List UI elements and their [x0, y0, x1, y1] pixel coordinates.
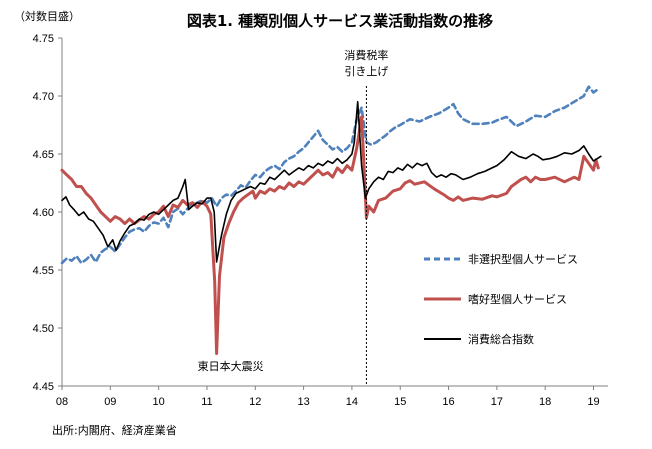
y-tick-label: 4.55 — [33, 265, 54, 277]
y-tick-label: 4.75 — [33, 33, 54, 45]
y-tick-label: 4.65 — [33, 149, 54, 161]
axes — [61, 38, 608, 387]
y-tick-label: 4.70 — [33, 91, 54, 103]
tax-hike-label-line2: 引き上げ — [344, 64, 388, 78]
y-tick-label: 4.45 — [33, 381, 54, 393]
line-preference-services — [60, 115, 600, 355]
line-nonselective-services — [60, 85, 600, 265]
line-consumption-index — [61, 101, 602, 263]
legend: 非選択型個人サービス 嗜好型個人サービス 消費総合指数 — [424, 252, 578, 346]
x-tick-label: 11 — [201, 396, 212, 408]
y-tick-label: 4.60 — [33, 207, 54, 219]
tax-hike-label-line1: 消費税率 — [344, 48, 388, 62]
x-tick-label: 17 — [491, 396, 503, 408]
series-lines — [60, 85, 602, 355]
x-tick-label: 12 — [249, 396, 261, 408]
x-tick-label: 15 — [394, 396, 406, 408]
x-tick-label: 10 — [153, 396, 165, 408]
chart-title: 図表1. 種類別個人サービス業活動指数の推移 — [187, 12, 493, 30]
y-tick-label: 4.50 — [33, 323, 54, 335]
x-tick-label: 13 — [297, 396, 309, 408]
x-tick-label: 18 — [539, 396, 551, 408]
y-axis-unit: （対数目盛） — [14, 9, 80, 23]
x-tick-label: 14 — [346, 396, 358, 408]
earthquake-label: 東日本大震災 — [198, 359, 264, 373]
x-tick-label: 19 — [587, 396, 599, 408]
x-axis-ticks: 08 09 10 11 12 13 14 15 16 17 18 19 — [56, 386, 600, 408]
legend-label-nonselective: 非選択型個人サービス — [468, 252, 578, 266]
y-axis-ticks: 4.75 4.70 4.65 4.60 4.55 4.50 4.45 — [33, 33, 62, 393]
legend-label-preference: 嗜好型個人サービス — [468, 292, 567, 306]
legend-label-consumption: 消費総合指数 — [468, 332, 534, 346]
x-tick-label: 09 — [104, 396, 116, 408]
x-tick-label: 08 — [56, 396, 68, 408]
x-tick-label: 16 — [442, 396, 454, 408]
source-note: 出所:内閣府、経済産業省 — [52, 423, 177, 437]
